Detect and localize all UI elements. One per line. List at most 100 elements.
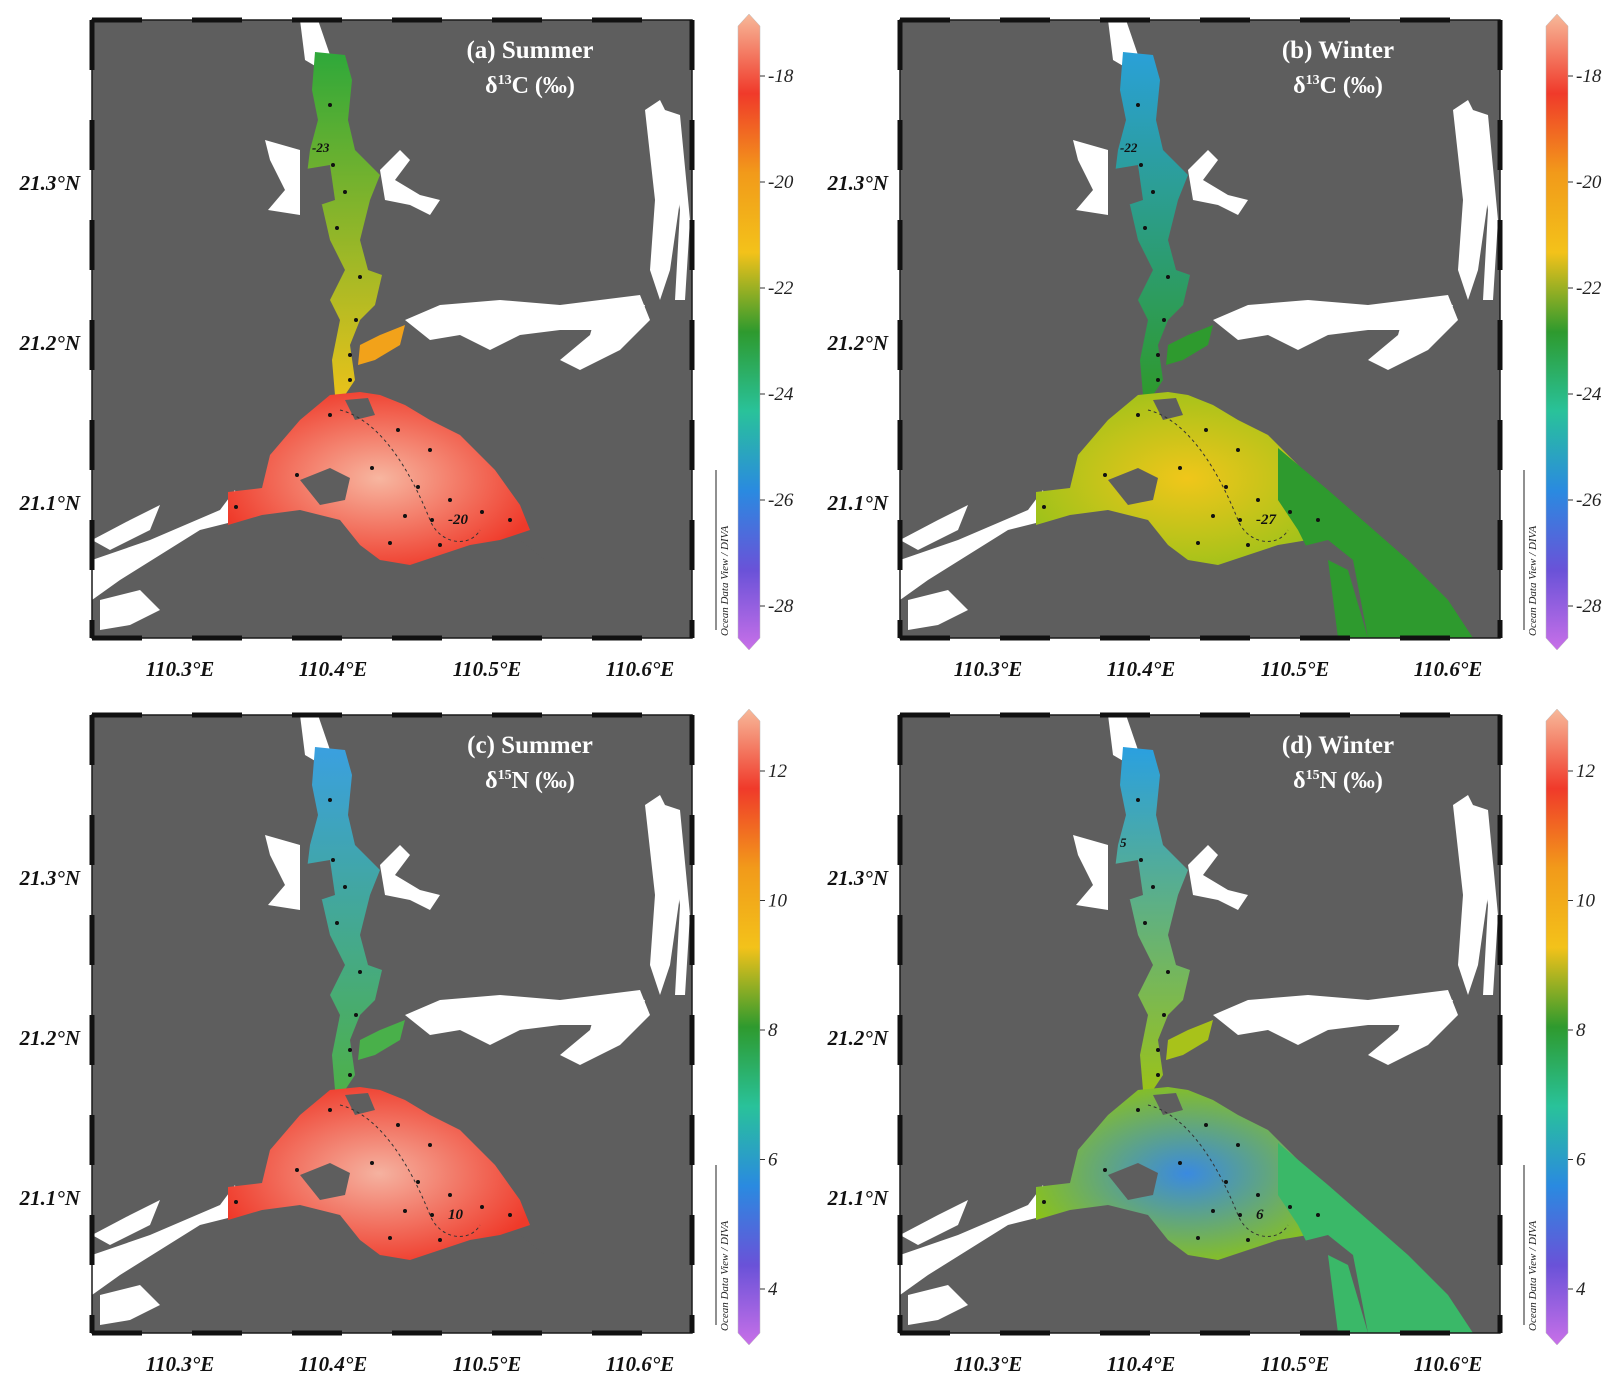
sample-station [508,1213,512,1217]
water-feature [560,295,650,370]
sample-station [416,485,420,489]
colorbar-label: 6 [1576,1150,1586,1171]
sample-station [1178,1161,1182,1165]
colorbar-label: 10 [1576,891,1596,912]
sample-station [348,353,352,357]
panel-title: (b) Winter [1282,37,1394,64]
water-feature [265,835,300,910]
sample-station [396,1123,400,1127]
lon-label: 110.4°E [1107,1352,1176,1376]
water-feature [1073,835,1108,910]
water-feature [92,1200,160,1245]
water-feature [665,805,690,995]
lon-label: 110.6°E [606,657,675,681]
lon-label: 110.5°E [453,1352,522,1376]
sample-station [331,858,335,862]
sample-station [480,1205,484,1209]
lower-bay [1036,1087,1338,1260]
lon-label: 110.5°E [453,657,522,681]
sample-station [370,466,374,470]
water-feature [908,1285,968,1325]
island [1108,1163,1158,1200]
lat-label: 21.2°N [827,1026,889,1050]
colorbar-label: 8 [1576,1020,1586,1041]
colorbar-label: 8 [768,1020,778,1041]
map-panel-d: 6 5 (d) Winter δ15N (‰) 21.3°N 21.2°N 21.1°N 11… [827,708,1596,1376]
water-feature [380,845,440,910]
water-feature [100,590,160,630]
sample-station [1139,163,1143,167]
sample-station [1156,1048,1160,1052]
water-feature [665,110,690,300]
sample-station [1103,473,1107,477]
lat-label: 21.1°N [827,491,889,515]
sample-station [403,1209,407,1213]
sample-station [335,226,339,230]
lon-label: 110.4°E [299,657,368,681]
sample-station [358,970,362,974]
credit-text: Ocean Data View / DIVA [1527,526,1539,636]
map-panel-a: -20 -23 (a) Summer δ13C (‰) 21.3°N 21.2°N 21.1… [19,13,794,681]
sample-station [234,505,238,509]
sample-station [335,921,339,925]
island [1108,860,1143,905]
island [300,1163,350,1200]
water-feature [1473,110,1498,300]
sample-station [388,1236,392,1240]
side-inlet [1166,325,1213,365]
panel-title: (a) Summer [466,37,593,64]
sample-station [343,885,347,889]
sample-station [1238,518,1242,522]
side-inlet [358,1020,405,1060]
sample-station [1156,378,1160,382]
colorbar-label: 6 [768,1150,778,1171]
coastal-plume-edge [1328,560,1368,638]
sample-station [1162,318,1166,322]
water-feature [1368,295,1458,370]
sample-station [1042,505,1046,509]
colorbar [737,708,761,1346]
lat-label: 21.2°N [827,331,889,355]
lon-label: 110.3°E [954,657,1023,681]
water-feature [92,490,240,600]
side-inlet [358,325,405,365]
contour-label: 6 [1256,1207,1264,1223]
island [300,860,335,905]
water-feature [900,1200,968,1245]
colorbar [1545,13,1569,651]
lon-label: 110.4°E [299,1352,368,1376]
lower-bay [1036,392,1338,565]
contour-label: -27 [1256,512,1276,528]
coastal-plume-edge [1328,1255,1368,1333]
contour-line [1147,1104,1289,1237]
colorbar-label: -20 [768,172,794,193]
colorbar-label: 10 [768,891,788,912]
sample-station [1288,510,1292,514]
sample-station [1136,413,1140,417]
water-feature [900,490,1048,600]
island [1108,468,1158,505]
lat-label: 21.3°N [19,171,81,195]
lon-label: 110.3°E [146,1352,215,1376]
water-feature [405,300,645,350]
sample-station [428,1143,432,1147]
sample-station [1151,190,1155,194]
sample-station [1166,275,1170,279]
sample-station [1316,518,1320,522]
contour-line [1147,409,1289,542]
water-feature [560,990,650,1065]
sample-station [1143,921,1147,925]
lon-label: 110.5°E [1261,657,1330,681]
lower-bay [228,392,530,565]
water-feature [265,140,300,215]
sample-station [1196,1236,1200,1240]
sample-station [328,1108,332,1112]
credit-text: Ocean Data View / DIVA [719,526,731,636]
water-feature [92,1185,240,1295]
sample-station [343,190,347,194]
colorbar-label: -24 [768,384,794,405]
contour-label: 10 [448,1207,464,1223]
sample-station [1288,1205,1292,1209]
sample-station [438,543,442,547]
sample-station [1143,226,1147,230]
